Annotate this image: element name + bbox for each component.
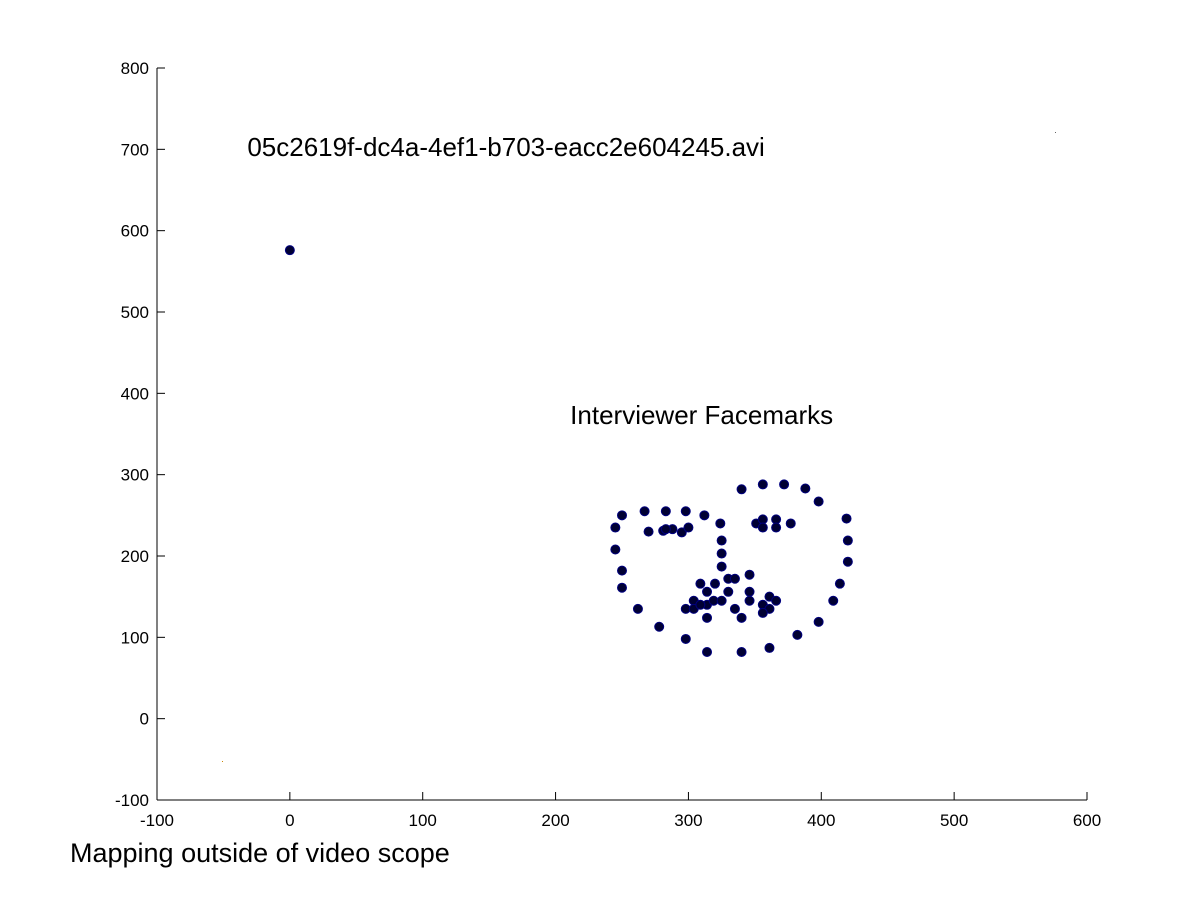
data-point <box>842 535 853 546</box>
data-point <box>813 616 824 627</box>
x-tick-label: 200 <box>541 811 569 830</box>
data-point <box>617 582 627 593</box>
data-point <box>785 518 796 529</box>
data-point <box>702 586 713 597</box>
data-point <box>617 510 627 521</box>
data-point <box>736 646 747 657</box>
x-tick-label: 0 <box>285 811 294 830</box>
data-point <box>744 569 755 580</box>
data-point <box>710 578 720 589</box>
data-point <box>771 595 782 606</box>
stray-mark <box>1055 132 1056 133</box>
x-tick-label: 600 <box>1073 811 1101 830</box>
data-point <box>639 506 650 517</box>
data-point <box>699 510 710 521</box>
x-tick-label: 300 <box>674 811 702 830</box>
data-point <box>744 586 755 597</box>
data-point <box>284 245 295 256</box>
data-point <box>813 496 824 507</box>
annotation-group: 05c2619f-dc4a-4ef1-b703-eacc2e604245.avi… <box>247 132 833 430</box>
data-point <box>716 561 727 572</box>
y-tick-label: 200 <box>121 547 149 566</box>
tick-group: -100 0 100 200 300 400 500 600 700 800 -100 0 100 200… <box>115 59 1101 830</box>
data-point <box>729 573 740 584</box>
data-point <box>643 526 654 537</box>
data-point <box>683 522 694 533</box>
data-point <box>617 565 627 576</box>
data-point <box>744 595 755 606</box>
y-tick-label: 300 <box>121 466 149 485</box>
data-point <box>695 599 706 610</box>
x-tick-label: 100 <box>409 811 437 830</box>
data-point <box>610 544 621 555</box>
data-point <box>716 535 727 546</box>
data-point <box>702 646 713 657</box>
caption-text: Mapping outside of video scope <box>70 838 450 868</box>
data-point <box>715 518 726 529</box>
data-point <box>842 556 853 567</box>
data-point <box>757 607 768 618</box>
data-point <box>695 578 706 589</box>
data-point <box>716 595 727 606</box>
data-point <box>610 522 621 533</box>
data-point <box>702 612 713 623</box>
data-points <box>284 245 853 657</box>
data-point <box>841 513 852 524</box>
data-point <box>729 603 740 614</box>
chart-annotation: Interviewer Facemarks <box>570 400 833 430</box>
chart-annotation: 05c2619f-dc4a-4ef1-b703-eacc2e604245.avi <box>247 132 765 162</box>
x-tick-label: 400 <box>807 811 835 830</box>
data-point <box>792 629 803 640</box>
data-point <box>757 479 768 490</box>
data-point <box>771 522 782 533</box>
data-point <box>828 595 839 606</box>
plot-axes <box>156 68 1087 801</box>
data-point <box>660 524 671 535</box>
y-tick-label: -100 <box>115 791 149 810</box>
data-point <box>716 548 727 559</box>
y-tick-label: 800 <box>121 59 149 78</box>
data-point <box>800 483 811 494</box>
data-point <box>680 633 691 644</box>
x-tick-label: -100 <box>140 811 174 830</box>
x-tick-label: 500 <box>940 811 968 830</box>
y-tick-label: 100 <box>121 628 149 647</box>
y-tick-label: 600 <box>121 222 149 241</box>
data-point <box>723 586 734 597</box>
data-point <box>757 522 768 533</box>
data-point <box>736 612 747 623</box>
y-tick-label: 0 <box>140 710 149 729</box>
stray-mark <box>222 761 223 762</box>
data-point <box>736 484 747 495</box>
y-tick-label: 400 <box>121 384 149 403</box>
data-point <box>632 603 643 614</box>
data-point <box>680 506 691 517</box>
data-point <box>654 621 665 632</box>
data-point <box>660 506 671 517</box>
y-tick-label: 700 <box>121 140 149 159</box>
data-point <box>676 527 687 538</box>
data-point <box>779 479 790 490</box>
y-tick-label: 500 <box>121 303 149 322</box>
data-point <box>834 578 845 589</box>
data-point <box>764 642 775 653</box>
